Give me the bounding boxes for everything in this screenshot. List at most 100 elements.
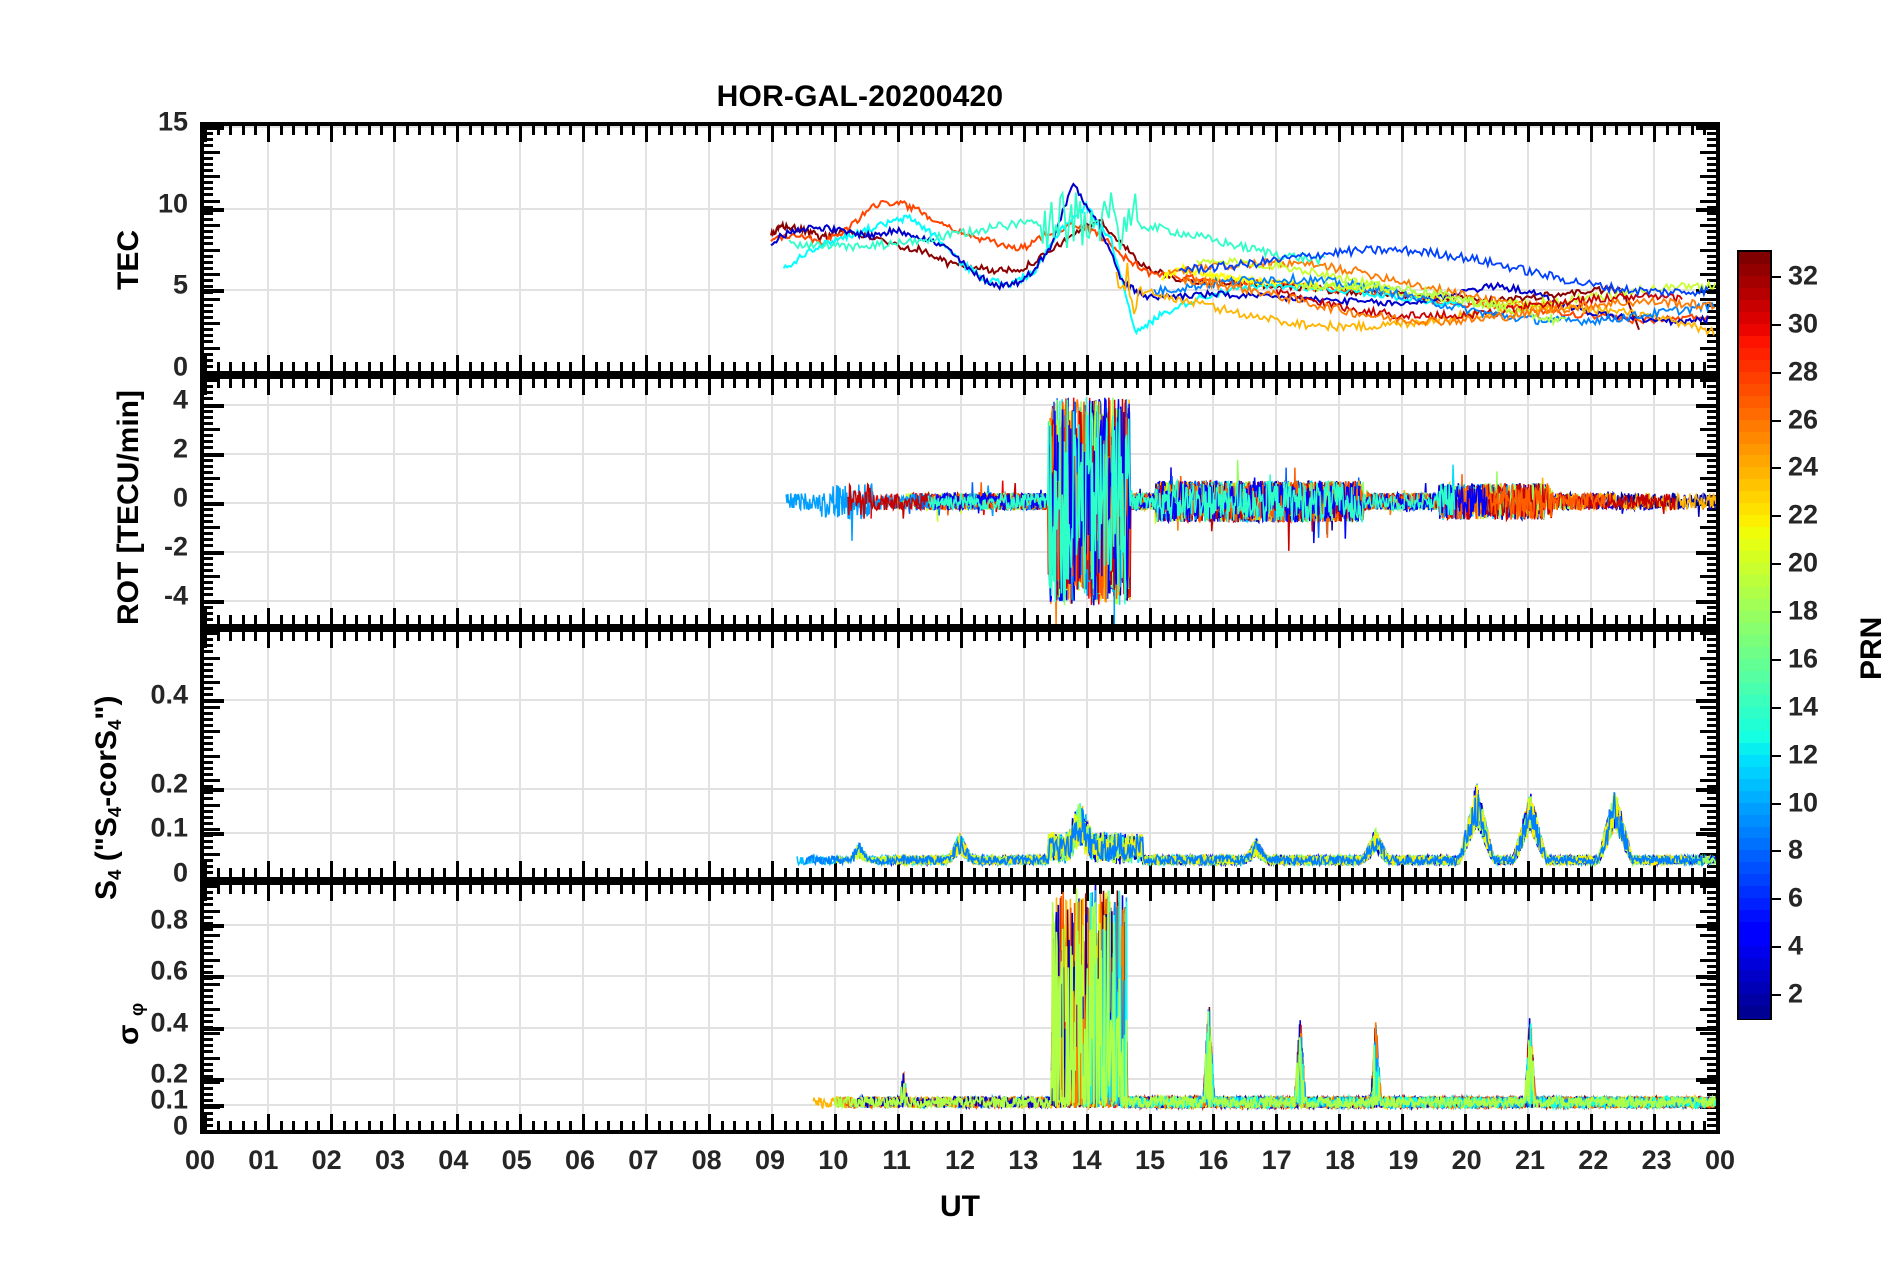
axis-tick-x <box>607 868 611 877</box>
axis-tick-y <box>204 1056 220 1060</box>
colorbar-tick <box>1770 563 1781 566</box>
axis-tick-y <box>1707 217 1716 221</box>
axis-tick-x <box>267 885 270 901</box>
axis-tick-x <box>1174 362 1178 371</box>
axis-tick-y-major <box>1696 403 1716 408</box>
x-axis-label: UT <box>940 1190 980 1223</box>
axis-tick-x <box>393 608 396 624</box>
axis-tick-x <box>657 885 661 894</box>
axis-tick-y <box>204 168 213 172</box>
axis-tick-x <box>657 1121 661 1130</box>
colorbar-prn[interactable]: 32 30 28 26 24 22 20 18 16 14 12 10 8 6 4 2 <box>1737 250 1818 1020</box>
axis-tick-y <box>204 687 213 691</box>
colorbar-tick <box>1770 754 1781 757</box>
axis-tick-x <box>1678 868 1682 877</box>
axis-tick-x <box>1653 632 1656 648</box>
axis-tick-x <box>1640 868 1644 877</box>
axis-tick-y <box>1707 434 1716 438</box>
axis-tick-y <box>1707 1093 1716 1097</box>
axis-tick-x <box>834 608 837 624</box>
data-series-line <box>1046 890 1716 1111</box>
axis-tick-x <box>947 868 951 877</box>
axis-tick-x <box>342 885 346 894</box>
axis-tick-y <box>1700 273 1716 276</box>
axis-tick-x <box>342 632 346 641</box>
axis-tick-x <box>1577 126 1581 135</box>
gridline-horizontal <box>204 599 1716 602</box>
y-tick-label: 0.4 <box>150 679 188 710</box>
axis-tick-x <box>1010 632 1014 641</box>
axis-tick-x <box>1098 379 1102 388</box>
axis-tick-x <box>380 126 384 135</box>
axis-tick-x <box>934 885 938 894</box>
axis-tick-x <box>1325 632 1329 641</box>
axis-tick-x <box>569 126 573 135</box>
axis-tick-x <box>279 868 283 877</box>
gridline-vertical <box>1149 126 1151 371</box>
axis-tick-y <box>1707 489 1716 493</box>
axis-tick-y <box>204 644 213 648</box>
axis-tick-x <box>1199 126 1203 135</box>
axis-tick-x <box>468 632 472 641</box>
axis-tick-x <box>1161 615 1165 624</box>
colorbar-tick-label: 20 <box>1788 547 1819 578</box>
axis-tick-x <box>468 615 472 624</box>
axis-tick-y <box>1700 379 1716 382</box>
axis-tick-y <box>204 846 213 850</box>
axis-tick-x <box>934 1121 938 1130</box>
axis-tick-x <box>783 1121 787 1130</box>
axis-tick-x <box>531 885 535 894</box>
axis-tick-x <box>1300 1121 1304 1130</box>
axis-tick-x <box>1426 126 1430 135</box>
axis-tick-y <box>1707 315 1716 319</box>
colorbar-segment <box>1739 826 1770 840</box>
axis-tick-x <box>519 885 522 901</box>
axis-tick-x <box>1149 355 1152 371</box>
axis-tick-x <box>1325 379 1329 388</box>
axis-tick-x <box>582 126 585 142</box>
axis-tick-y <box>204 1013 213 1017</box>
axis-tick-x <box>367 379 371 388</box>
axis-tick-x <box>1300 362 1304 371</box>
axis-tick-x <box>582 379 585 395</box>
axis-tick-x <box>279 615 283 624</box>
axis-tick-x <box>1514 379 1518 388</box>
axis-tick-x <box>456 126 459 142</box>
axis-tick-y <box>1707 766 1716 770</box>
axis-tick-x <box>292 885 296 894</box>
colorbar-segment <box>1739 790 1770 804</box>
axis-tick-x <box>1111 379 1115 388</box>
axis-tick-x <box>1249 379 1253 388</box>
axis-tick-y <box>1700 1081 1716 1084</box>
axis-tick-x <box>330 1114 333 1130</box>
axis-tick-x <box>1665 885 1669 894</box>
axis-tick-x <box>582 632 585 648</box>
axis-tick-x <box>531 126 535 135</box>
axis-tick-y <box>204 1044 213 1048</box>
axis-tick-x <box>834 632 837 648</box>
axis-tick-x <box>1010 615 1014 624</box>
colorbar-segment <box>1739 646 1770 660</box>
axis-tick-x <box>506 885 510 894</box>
axis-tick-x <box>972 632 976 641</box>
colorbar-tick-label: 12 <box>1788 739 1819 770</box>
axis-tick-x <box>1476 632 1480 641</box>
axis-tick-x <box>493 1121 497 1130</box>
axis-tick-x <box>241 615 245 624</box>
axis-tick-x <box>1350 1121 1354 1130</box>
axis-tick-x <box>1224 632 1228 641</box>
axis-tick-x <box>1514 362 1518 371</box>
axis-tick-x <box>1527 608 1530 624</box>
axis-tick-y <box>204 1111 213 1115</box>
data-series-line <box>1115 262 1715 336</box>
axis-tick-y-major <box>204 832 224 837</box>
axis-tick-x <box>481 632 485 641</box>
axis-tick-x <box>1262 126 1266 135</box>
axis-tick-y <box>204 421 213 425</box>
axis-tick-x <box>670 379 674 388</box>
axis-tick-y <box>204 236 213 240</box>
axis-tick-y <box>1707 1001 1716 1005</box>
axis-tick-x <box>1476 362 1480 371</box>
x-tick-label: 05 <box>501 1145 532 1175</box>
axis-tick-x <box>871 868 875 877</box>
